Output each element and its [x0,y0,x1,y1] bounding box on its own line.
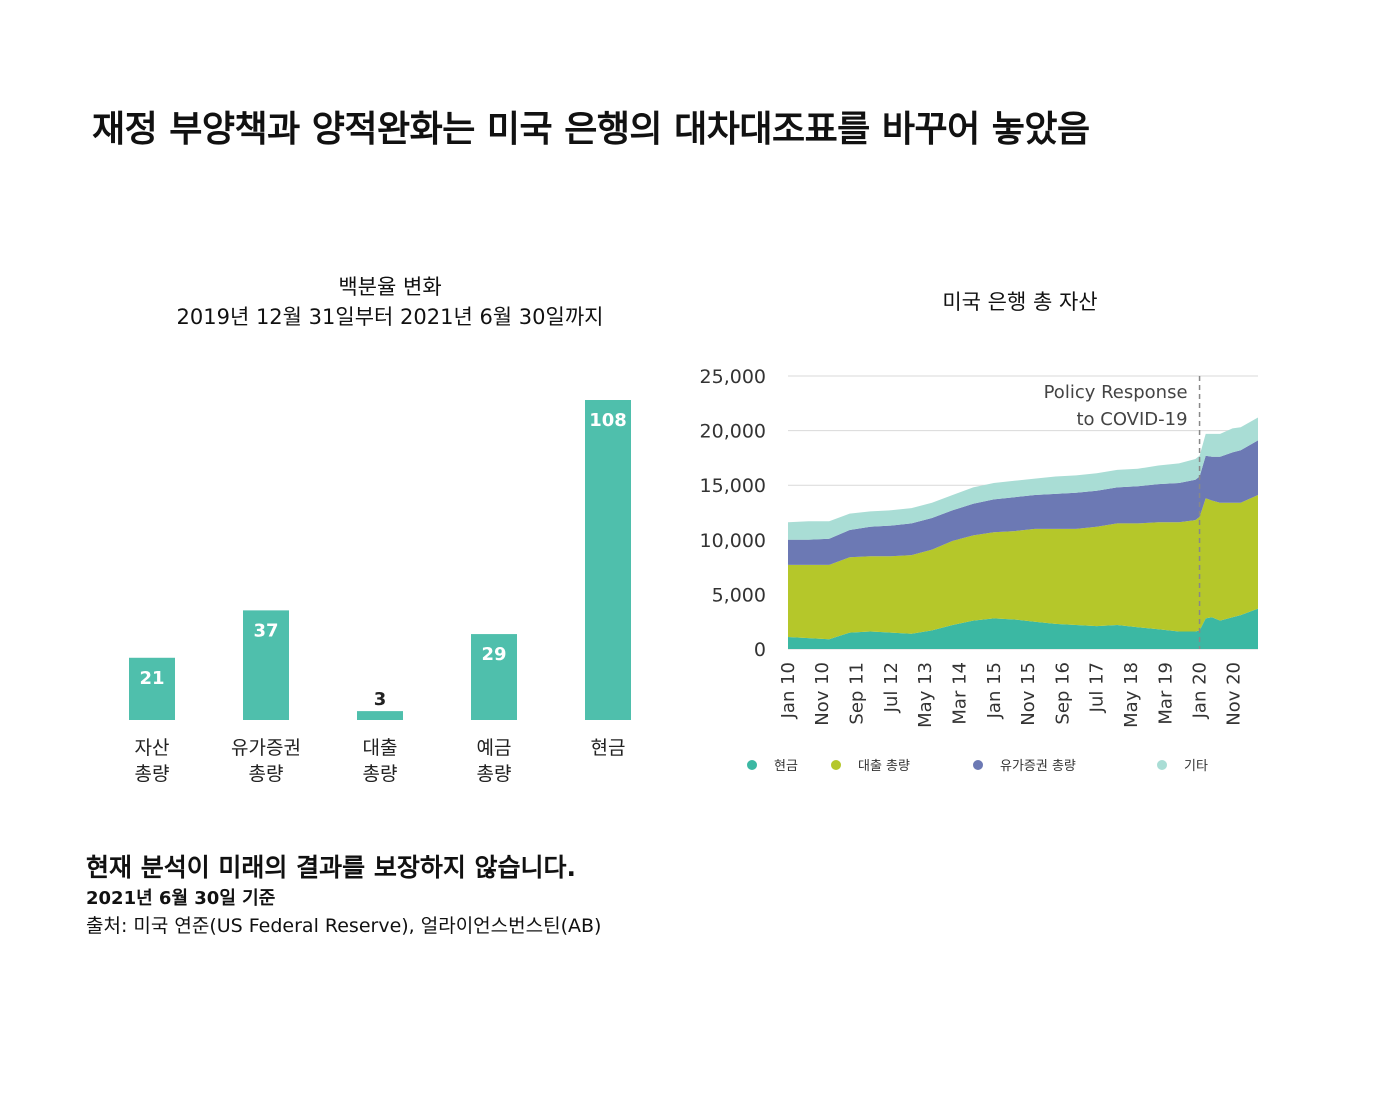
area-series-1 [788,495,1258,640]
x-tick-label-10: May 18 [1121,662,1142,728]
x-tick-label-3: Jul 12 [881,662,902,713]
y-tick-label-1: 5,000 [712,584,766,606]
x-tick-label-0: Jan 10 [778,662,799,719]
category-label-3-0: 예금 [477,737,512,759]
bar-0 [129,657,175,720]
bar-value-label-0: 21 [139,668,164,689]
y-tick-label-3: 15,000 [700,475,766,497]
category-label-0-0: 자산 [135,737,170,759]
x-tick-label-11: Mar 19 [1155,662,1176,725]
legend-marker-3 [1157,760,1167,770]
x-tick-label-13: Nov 20 [1224,662,1245,726]
area-series-3 [788,417,1258,540]
disclaimer-text: 현재 분석이 미래의 결과를 보장하지 않습니다. [86,853,577,882]
y-tick-label-0: 0 [754,639,766,661]
x-tick-label-5: Mar 14 [950,662,971,725]
y-tick-label-2: 10,000 [700,530,766,552]
area-series-0 [788,608,1258,649]
legend-label-1: 대출 총량 [858,759,910,774]
y-tick-label-4: 20,000 [700,421,766,443]
legend-marker-1 [831,760,841,770]
area-series-2 [788,440,1258,565]
bar-1 [243,610,289,720]
category-label-2-1: 총량 [363,763,398,785]
x-tick-label-2: Sep 11 [847,662,868,725]
left-chart-title-line1: 백분율 변화 [338,275,442,299]
bar-2 [357,711,403,720]
x-tick-label-6: Jan 15 [984,662,1005,719]
category-label-1-0: 유가증권 [231,737,301,759]
category-label-1-1: 총량 [249,763,284,785]
source-text: 출처: 미국 연준(US Federal Reserve), 얼라이언스번스틴(… [86,915,602,937]
right-chart-title: 미국 은행 총 자산 [942,290,1098,314]
x-tick-label-8: Sep 16 [1053,662,1074,725]
legend-marker-0 [747,760,757,770]
category-label-3-1: 총량 [477,763,512,785]
as-of-date: 2021년 6월 30일 기준 [86,888,276,909]
bar-value-label-2: 3 [374,689,387,710]
x-tick-label-12: Jan 20 [1190,662,1211,719]
category-label-0-1: 총량 [135,763,170,785]
x-tick-label-4: May 13 [915,662,936,728]
page-title: 재정 부양책과 양적완화는 미국 은행의 대차대조표를 바꾸어 놓았음 [92,109,1090,150]
annotation-text-line2: to COVID-19 [1076,409,1187,430]
footer: 현재 분석이 미래의 결과를 보장하지 않습니다. 2021년 6월 30일 기… [86,850,986,940]
bar-3 [471,634,517,720]
category-label-4-0: 현금 [591,737,626,759]
legend-label-2: 유가증권 총량 [1000,759,1076,774]
bar-value-label-3: 29 [481,644,506,665]
x-tick-label-7: Nov 15 [1018,662,1039,726]
bar-4 [585,400,631,720]
x-tick-label-1: Nov 10 [812,662,833,726]
bar-value-label-4: 108 [589,410,627,431]
x-tick-label-9: Jul 17 [1087,662,1108,713]
annotation-text-line1: Policy Response [1044,382,1188,403]
legend-label-3: 기타 [1184,759,1208,774]
bar-value-label-1: 37 [253,620,278,641]
legend-label-0: 현금 [774,759,798,774]
y-tick-label-5: 25,000 [700,366,766,388]
legend-marker-2 [973,760,983,770]
left-chart-title: 백분율 변화 2019년 12월 31일부터 2021년 6월 30일까지 [120,272,660,332]
category-label-2-0: 대출 [363,737,398,759]
left-chart-title-line2: 2019년 12월 31일부터 2021년 6월 30일까지 [176,305,604,329]
